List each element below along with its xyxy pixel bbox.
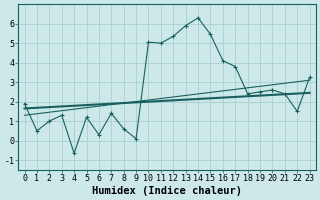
X-axis label: Humidex (Indice chaleur): Humidex (Indice chaleur) [92, 186, 242, 196]
